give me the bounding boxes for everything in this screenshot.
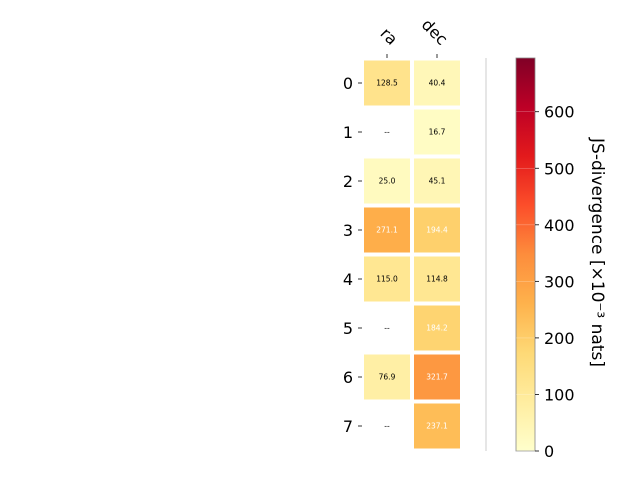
heatmap-cell	[414, 207, 460, 253]
heatmap-cell	[414, 305, 460, 351]
heatmap-cell	[364, 256, 410, 302]
colorbar: 0 100 200 300 400 500 600 JS-divergence [×10⁻³…	[515, 57, 607, 461]
cell-value-label: 45.1	[429, 177, 446, 186]
cell-value-label: 184.2	[426, 324, 448, 333]
cell-value-label: 76.9	[379, 373, 396, 382]
row-axis: 0 1 2 3 4 5 6 7	[343, 74, 362, 436]
heatmap-cell	[364, 158, 410, 204]
heatmap-cell	[364, 354, 410, 400]
heatmap-cell	[364, 207, 410, 253]
column-tick-label: dec	[418, 15, 452, 49]
colorbar-tick-label: 300	[544, 272, 575, 291]
heatmap-cell	[414, 403, 460, 449]
cell-value-label: 128.5	[376, 79, 398, 88]
row-tick-label: 7	[343, 417, 353, 436]
cell-value-label: --	[384, 324, 390, 333]
cell-value-label: 25.0	[379, 177, 396, 186]
cell-value-label: --	[384, 422, 390, 431]
column-axis: ra dec	[377, 15, 452, 58]
column-tick-label: ra	[377, 24, 402, 49]
heatmap-cells: 128.5 40.4 -- 16.7 25.0 45.1 271.1 194.4 115.0 11…	[364, 58, 487, 451]
cell-value-label: 16.7	[429, 128, 446, 137]
row-tick-label: 1	[343, 123, 353, 142]
heatmap-cell	[414, 354, 460, 400]
row-tick-label: 3	[343, 221, 353, 240]
row-tick-label: 6	[343, 368, 353, 387]
cell-value-label: 237.1	[426, 422, 448, 431]
colorbar-tick-label: 0	[544, 442, 554, 461]
colorbar-tick-label: 100	[544, 385, 575, 404]
row-tick-label: 5	[343, 319, 353, 338]
colorbar-tick-label: 500	[544, 159, 575, 178]
heatmap-cell	[414, 60, 460, 106]
row-tick-label: 0	[343, 74, 353, 93]
cell-value-label: 115.0	[376, 275, 398, 284]
colorbar-tick-label: 200	[544, 329, 575, 348]
colorbar-gradient	[515, 57, 536, 452]
row-tick-label: 4	[343, 270, 353, 289]
cell-value-label: 271.1	[376, 226, 398, 235]
cell-value-label: 40.4	[429, 79, 446, 88]
cell-value-label: --	[384, 128, 390, 137]
cell-value-label: 321.7	[426, 373, 448, 382]
heatmap-cell	[414, 158, 460, 204]
heatmap-cell	[414, 109, 460, 155]
cell-value-label: 194.4	[426, 226, 448, 235]
heatmap-cell	[364, 305, 410, 351]
heatmap-cell	[364, 60, 410, 106]
heatmap-cell	[414, 256, 460, 302]
colorbar-tick-label: 600	[544, 103, 575, 122]
row-tick-label: 2	[343, 172, 353, 191]
colorbar-label: JS-divergence [×10⁻³ nats]	[587, 137, 607, 367]
cell-value-label: 114.8	[426, 275, 448, 284]
colorbar-tick-label: 400	[544, 216, 575, 235]
heatmap-cell	[364, 403, 410, 449]
heatmap-cell	[364, 109, 410, 155]
colorbar-ticks: 0 100 200 300 400 500 600	[516, 103, 575, 461]
